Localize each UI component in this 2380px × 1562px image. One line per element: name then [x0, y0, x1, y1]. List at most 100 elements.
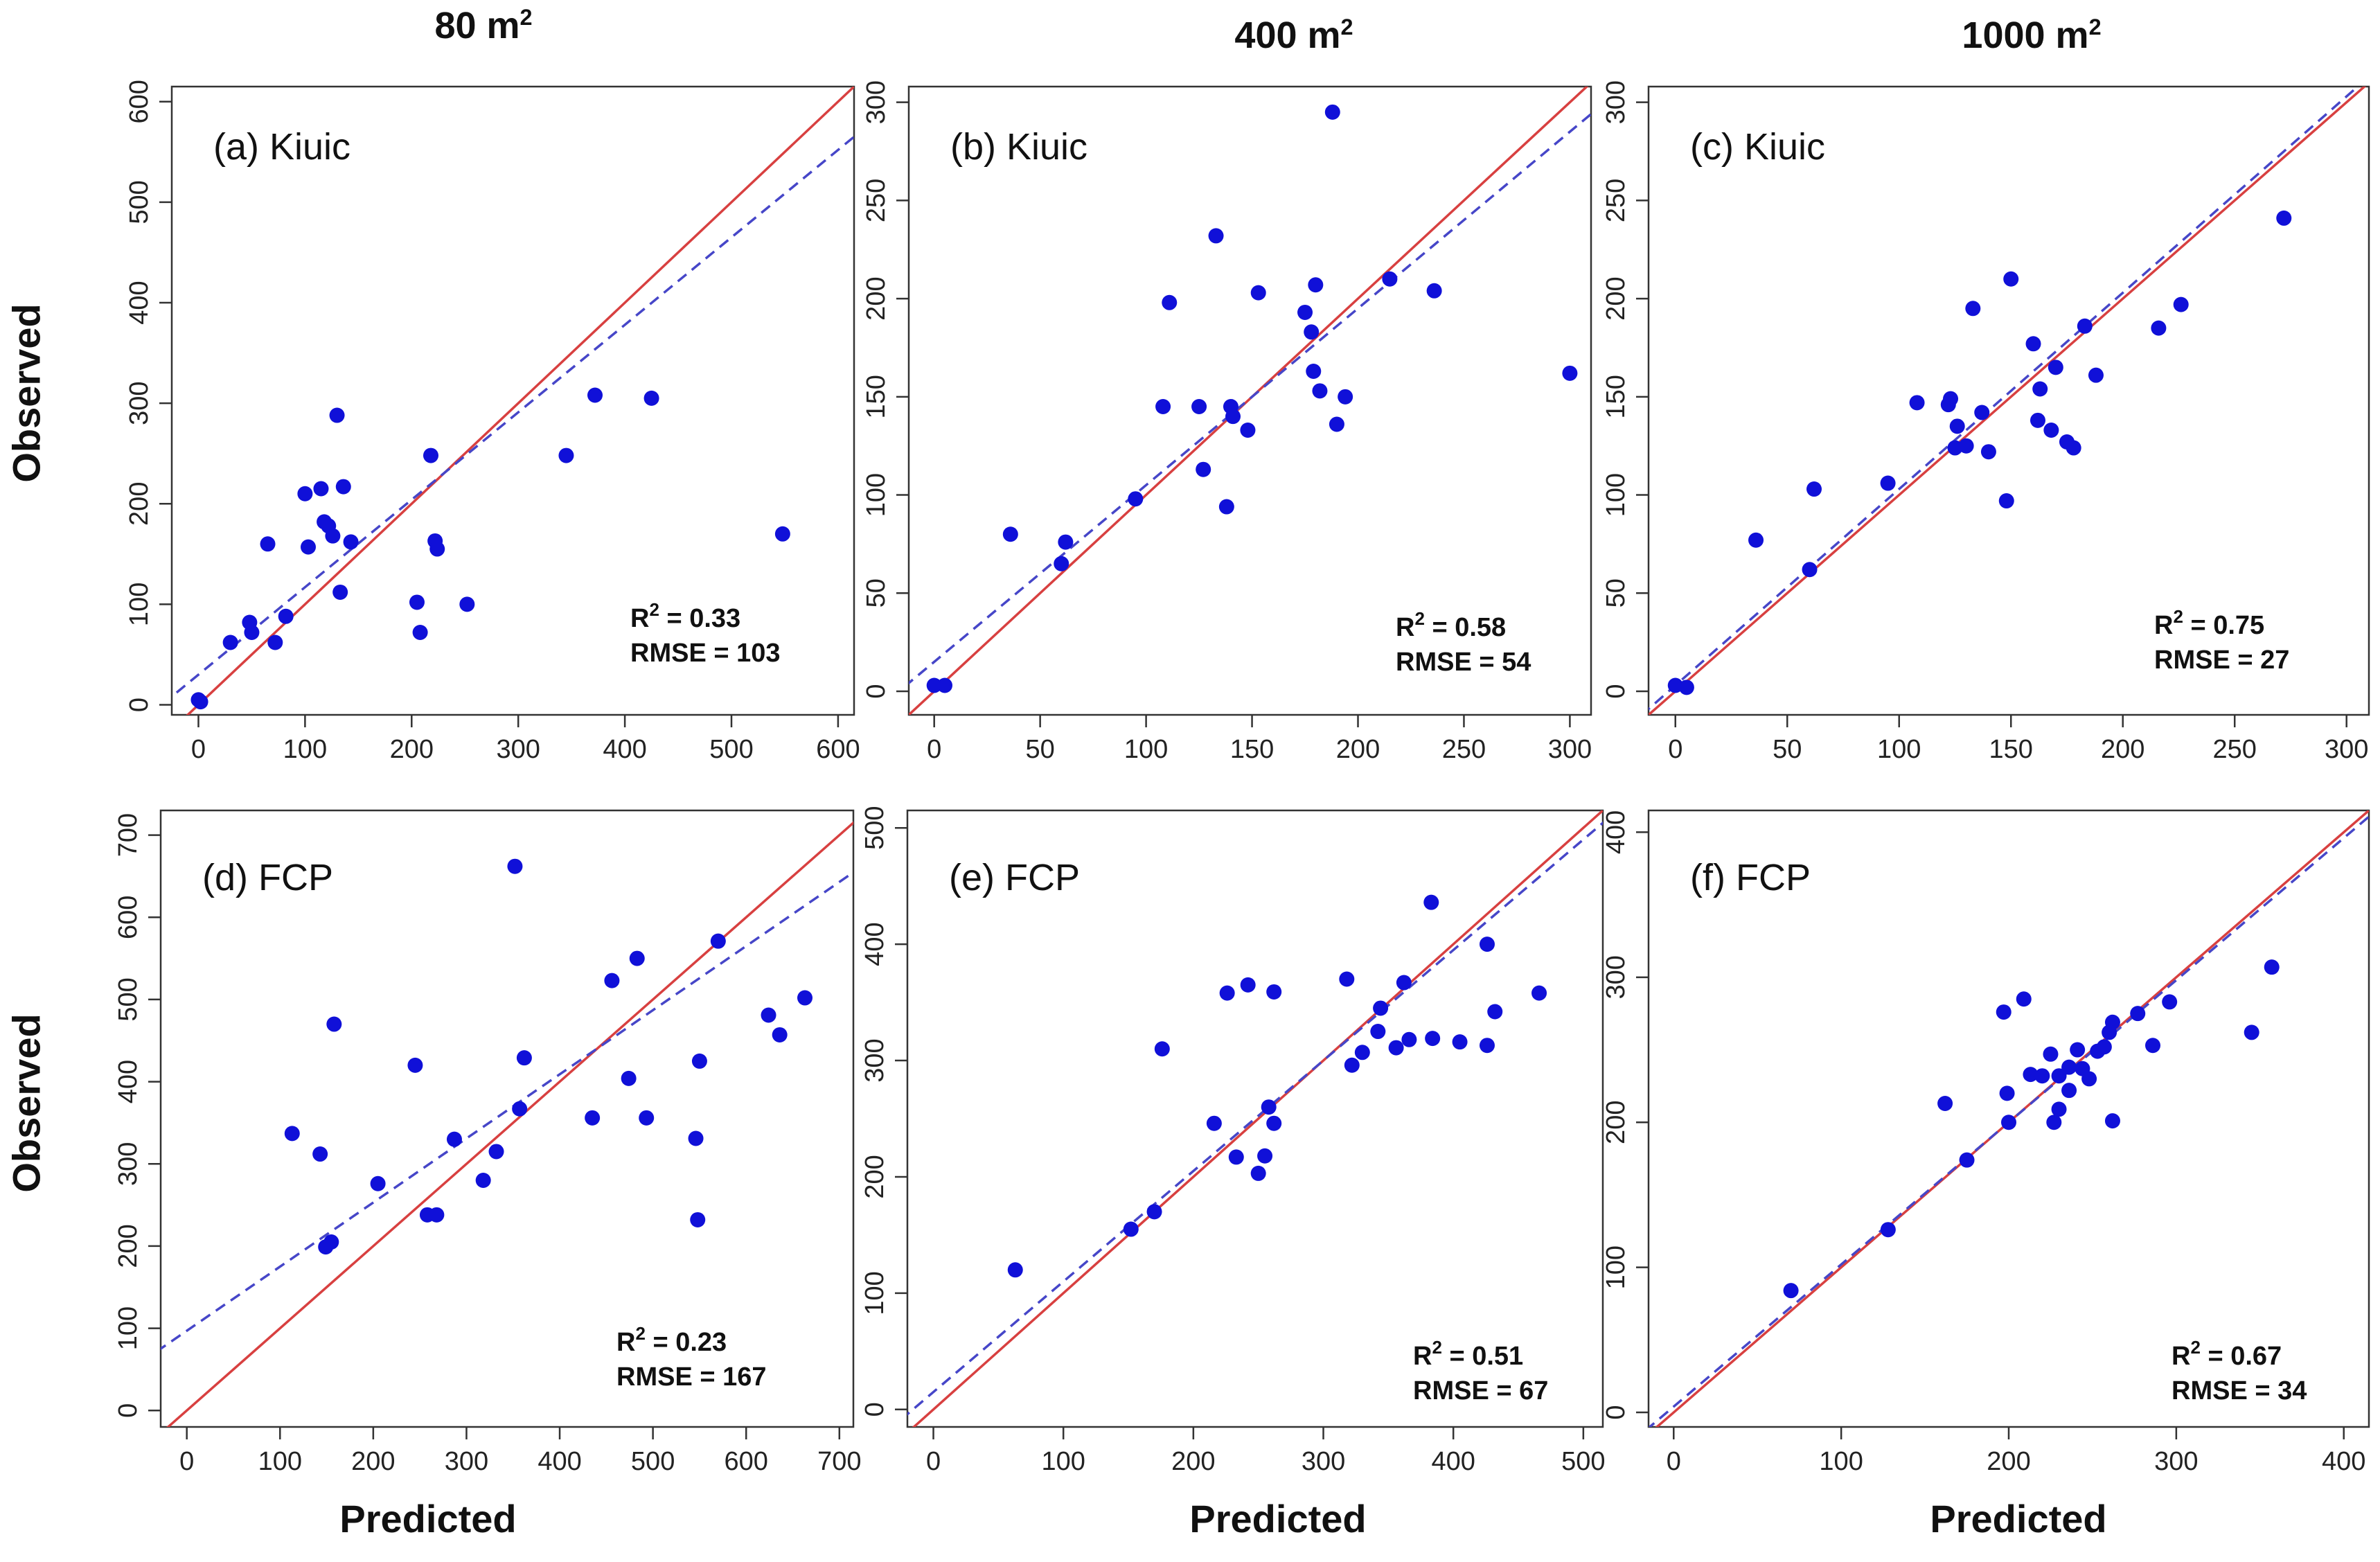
data-point	[313, 481, 329, 497]
x-tick-label: 400	[538, 1447, 581, 1476]
r-squared-exp: 2	[649, 599, 659, 620]
data-point	[691, 1053, 707, 1069]
r-squared-value: = 0.58	[1425, 613, 1506, 642]
data-point	[407, 1057, 423, 1073]
one-to-one-line	[909, 87, 1589, 715]
y-tick-label: 400	[1601, 810, 1631, 854]
data-point	[1423, 894, 1439, 910]
data-point	[2023, 1067, 2039, 1083]
x-tick-label: 400	[603, 735, 646, 764]
regression-fit-line	[161, 871, 853, 1351]
y-tick-label: 300	[1601, 955, 1631, 999]
x-axis-label-3: Predicted	[1930, 1497, 2107, 1541]
data-point	[2048, 360, 2063, 375]
data-point	[323, 1234, 339, 1250]
panel-d: 0 100 200 300 400 500 600 700 0 100 200 300 400 500 60…	[114, 809, 862, 1476]
data-point	[409, 594, 425, 610]
data-point	[797, 990, 813, 1006]
x-tick-label: 100	[258, 1447, 302, 1476]
data-point	[312, 1146, 328, 1162]
x-tick-label: 150	[1230, 735, 1274, 764]
data-point	[335, 479, 351, 495]
data-point	[1196, 461, 1211, 477]
x-tick-label: 0	[926, 1447, 941, 1476]
panel-label: (a) Kiuic	[213, 126, 350, 168]
data-point	[1425, 1031, 1441, 1047]
data-point	[1128, 491, 1144, 507]
data-point	[329, 407, 345, 423]
data-point	[2088, 367, 2104, 383]
y-tick-label: 0	[862, 684, 891, 698]
x-tick-label: 200	[351, 1447, 395, 1476]
data-point	[2162, 994, 2178, 1010]
data-point	[2264, 959, 2280, 975]
rmse-text: RMSE = 167	[616, 1363, 767, 1392]
data-point	[267, 634, 283, 650]
y-tick-label: 400	[114, 1060, 143, 1103]
data-point	[1909, 395, 1925, 411]
plot-frame	[1647, 85, 2370, 716]
data-point	[370, 1175, 386, 1191]
panel-f: 0 100 200 300 400 0 100 200 300 400 (f) FCP R2 = 0.…	[1601, 809, 2370, 1476]
x-tick-label: 300	[1548, 735, 1592, 764]
y-tick-label: 300	[862, 80, 891, 124]
data-point	[1974, 405, 1990, 420]
data-point	[639, 1110, 655, 1126]
data-point	[446, 1131, 462, 1147]
column-title-80: 80 m2	[276, 4, 691, 47]
data-point	[1949, 418, 1965, 434]
data-point	[1250, 1165, 1266, 1181]
data-point	[2003, 271, 2019, 287]
data-point	[2043, 1046, 2059, 1062]
x-tick-label: 700	[817, 1447, 861, 1476]
data-point	[1329, 416, 1344, 432]
y-tick-label: 500	[125, 180, 154, 224]
x-tick-label: 500	[631, 1447, 675, 1476]
data-point	[2130, 1006, 2146, 1022]
data-point	[585, 1110, 601, 1126]
data-point	[1479, 1038, 1495, 1054]
data-point	[429, 1207, 445, 1223]
x-tick-label: 400	[2322, 1447, 2365, 1476]
y-tick-label: 600	[114, 896, 143, 939]
y-tick-label: 200	[862, 276, 891, 320]
column-title-base: 1000 m	[1962, 15, 2089, 56]
data-point	[1678, 680, 1694, 695]
data-point	[1002, 526, 1018, 542]
data-point	[1123, 1221, 1139, 1237]
x-tick-label: 50	[1026, 735, 1055, 764]
data-point	[1937, 1096, 1953, 1112]
r-squared-label: R	[2172, 1342, 2190, 1371]
data-point	[2061, 1083, 2077, 1099]
data-point	[1218, 499, 1234, 515]
y-tick-label: 100	[114, 1306, 143, 1350]
y-tick-label: 0	[1601, 1405, 1631, 1419]
data-point	[1748, 532, 1764, 548]
r-squared-exp: 2	[635, 1323, 645, 1344]
data-point	[2276, 210, 2292, 226]
data-point	[1308, 277, 1324, 293]
y-tick-label: 300	[114, 1142, 143, 1186]
r-squared-label: R	[1413, 1342, 1432, 1371]
data-point	[343, 534, 359, 550]
plot-frame	[907, 85, 1592, 716]
data-point	[1426, 283, 1442, 299]
data-point	[1880, 1222, 1896, 1238]
x-tick-label: 100	[1041, 1447, 1085, 1476]
data-point	[1487, 1004, 1503, 1020]
data-point	[423, 447, 438, 463]
data-point	[1996, 1004, 2012, 1020]
y-tick-label: 250	[862, 179, 891, 222]
rmse-text: RMSE = 27	[2154, 646, 2289, 675]
reference-lines	[909, 87, 1591, 715]
x-tick-label: 300	[445, 1447, 488, 1476]
y-tick-label: 100	[1601, 1245, 1631, 1289]
r-squared-exp: 2	[2190, 1337, 2200, 1358]
y-tick-label: 150	[1601, 375, 1631, 418]
data-point	[2034, 1068, 2050, 1084]
regression-fit-line	[907, 821, 1603, 1416]
x-tick-label: 200	[1987, 1447, 2030, 1476]
x-tick-label: 100	[1877, 735, 1921, 764]
y-tick-label: 300	[860, 1038, 889, 1082]
x-tick-label: 150	[1989, 735, 2033, 764]
